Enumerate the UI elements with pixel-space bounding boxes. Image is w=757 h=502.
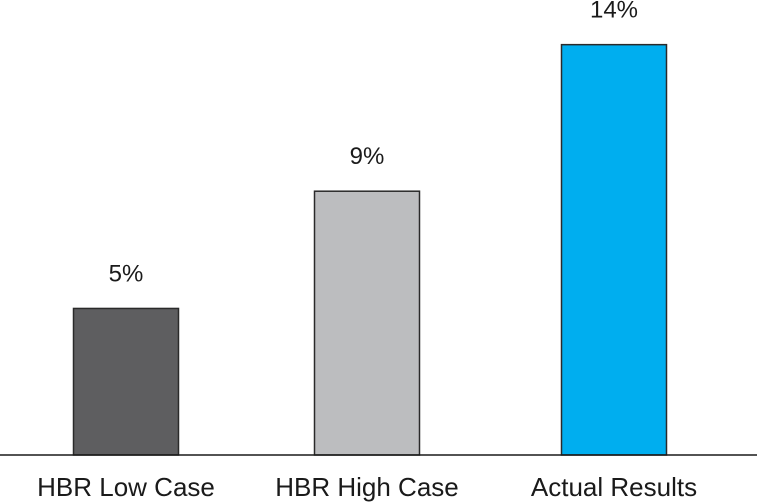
category-label-2: Actual Results	[531, 472, 697, 502]
category-label-0: HBR Low Case	[37, 472, 215, 502]
value-label-1: 9%	[350, 143, 385, 170]
bar-1	[313, 190, 421, 456]
value-label-0: 5%	[109, 260, 144, 287]
value-label-2: 14%	[590, 0, 638, 24]
value-labels-group: 5% 9% 14%	[109, 0, 638, 287]
bar-2	[560, 43, 668, 456]
bars-group	[72, 43, 668, 456]
category-labels-group: HBR Low Case HBR High Case Actual Results	[37, 472, 697, 502]
bar-0	[72, 307, 180, 456]
category-label-1: HBR High Case	[275, 472, 459, 502]
